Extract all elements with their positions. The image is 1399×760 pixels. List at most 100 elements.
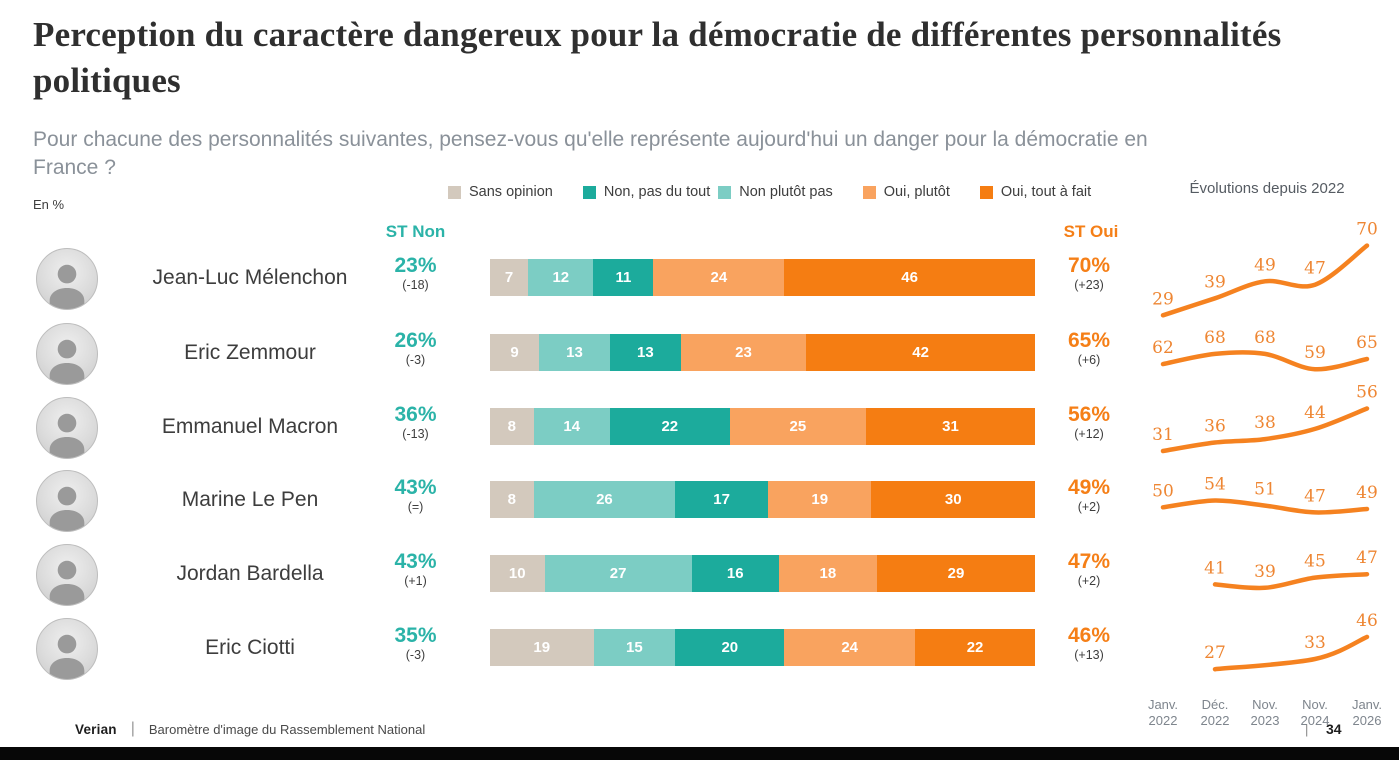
stacked-bar: 10 27 16 18 29: [490, 555, 1035, 592]
bar-segment-label: 46: [901, 269, 918, 286]
bar-segment-non_pas_du_tout: 13: [609, 334, 681, 371]
st-non-block: 26% (-3): [368, 329, 463, 368]
bar-segment-non_pas_du_tout: 22: [609, 408, 730, 445]
person-row: Jordan Bardella 43% (+1) 10 27 16 18 29 47% (+2) 4…: [0, 541, 1399, 615]
stacked-bar: 8 26 17 19 30: [490, 481, 1035, 518]
st-non-delta: (-3): [405, 353, 426, 367]
st-non-delta: (-13): [402, 427, 429, 441]
trend-point-label: 39: [1204, 272, 1226, 292]
trend-point-label: 47: [1304, 486, 1326, 506]
legend: Sans opinion Non, pas du tout Non plutôt p…: [448, 184, 1121, 200]
st-oui-delta: (+6): [1077, 353, 1101, 367]
avatar: [36, 618, 98, 680]
st-non-value: 23%: [394, 254, 437, 277]
st-non-delta: (-3): [405, 648, 426, 662]
trend-line-path: [1160, 350, 1370, 372]
person-name: Jordan Bardella: [176, 562, 324, 585]
person-silhouette-icon: [49, 634, 85, 679]
bar-segment-sans_opinion: 9: [490, 334, 540, 371]
footer: Verian | Baromètre d'image du Rassemblem…: [75, 720, 425, 738]
footer-source: Baromètre d'image du Rassemblement Natio…: [148, 721, 426, 737]
trend-sparkline: 31 36 38 44 56: [1152, 383, 1378, 454]
stacked-bar: 8 14 22 25 31: [490, 408, 1035, 445]
trend-point-label: 46: [1356, 611, 1378, 631]
trend-point-label: 31: [1152, 425, 1174, 445]
person-row: Eric Ciotti 35% (-3) 19 15 20 24 22 46% (+13) 27 33…: [0, 611, 1399, 689]
bar-segment-label: 12: [552, 269, 570, 286]
trend-point-label: 49: [1356, 483, 1378, 503]
trend-point-label: 29: [1152, 289, 1174, 309]
trend-point-label: 70: [1356, 220, 1378, 240]
legend-label: Oui, plutôt: [883, 184, 950, 200]
st-oui-value: 70%: [1067, 254, 1111, 277]
trend-sparkline: 41 39 45 47: [1204, 548, 1378, 591]
bar-segment-non_pas_du_tout: 16: [691, 555, 779, 592]
st-oui-value: 47%: [1067, 550, 1111, 573]
bar-segment-label: 26: [596, 491, 613, 508]
trend-date-label: Janv. 2026: [1351, 697, 1383, 729]
st-non-delta: (-18): [402, 278, 429, 292]
trend-point-label: 51: [1254, 480, 1276, 500]
trend-point-label: 68: [1254, 328, 1276, 348]
trend-point-label: 54: [1204, 475, 1226, 495]
bar-segment-non_pas_du_tout: 20: [675, 629, 785, 666]
st-non-block: 36% (-13): [368, 403, 463, 442]
bar-segment-label: 8: [507, 418, 516, 435]
bar-segment-oui_tout_a_fait: 31: [866, 408, 1035, 445]
bar-segment-label: 19: [811, 491, 829, 508]
st-non-value: 35%: [394, 624, 437, 647]
legend-swatch-icon: [448, 185, 461, 199]
bar-segment-label: 11: [615, 269, 632, 286]
st-non-value: 26%: [394, 329, 437, 352]
bar-segment-non_plutot_pas: 14: [533, 408, 610, 445]
bar-segment-label: 24: [841, 639, 859, 656]
bar-segment-oui_tout_a_fait: 42: [806, 334, 1036, 371]
st-oui-value: 65%: [1067, 329, 1111, 352]
trend-sparkline: 27 33 46: [1204, 611, 1378, 672]
trend-point-label: 47: [1304, 259, 1326, 279]
bar-segment-sans_opinion: 8: [490, 408, 534, 445]
person-name: Eric Ciotti: [205, 636, 295, 659]
st-non-block: 43% (=): [368, 476, 463, 515]
trend-point-label: 56: [1356, 383, 1378, 403]
legend-swatch-icon: [979, 185, 993, 199]
trend-point-label: 47: [1356, 548, 1378, 568]
bar-segment-label: 17: [713, 491, 730, 508]
person-silhouette-icon: [49, 413, 85, 458]
person-row: Emmanuel Macron 36% (-13) 8 14 22 25 31 56% (+12)…: [0, 383, 1399, 468]
avatar: [36, 544, 98, 606]
legend-swatch-icon: [862, 185, 876, 199]
legend-label: Oui, tout à fait: [1000, 184, 1092, 200]
trend-sparkline: 62 68 68 59 65: [1152, 328, 1378, 372]
bar-segment-non_plutot_pas: 13: [539, 334, 610, 371]
bar-segment-label: 13: [566, 344, 583, 361]
page-subtitle: Pour chacune des personnalités suivantes…: [33, 128, 1148, 180]
trend-date-label: Nov. 2023: [1250, 697, 1280, 729]
bar-segment-sans_opinion: 7: [490, 259, 529, 296]
legend-label: Non plutôt pas: [739, 184, 833, 200]
bar-segment-non_pas_du_tout: 11: [593, 259, 654, 296]
bar-segment-label: 8: [507, 491, 516, 508]
footer-brand: Verian: [75, 721, 117, 737]
st-oui-block: 65% (+6): [1044, 329, 1134, 368]
trend-point-label: 36: [1204, 417, 1226, 437]
legend-label: Sans opinion: [469, 184, 553, 200]
bar-segment-label: 27: [609, 565, 627, 582]
trend-point-label: 38: [1254, 413, 1276, 433]
st-oui-delta: (+2): [1077, 574, 1101, 588]
st-oui-delta: (+23): [1074, 278, 1104, 292]
avatar: [36, 248, 98, 310]
bar-segment-label: 10: [508, 565, 526, 582]
st-oui-delta: (+12): [1074, 427, 1104, 441]
person-name: Emmanuel Macron: [161, 415, 339, 438]
legend-label: Non, pas du tout: [603, 184, 711, 200]
legend-swatch-icon: [582, 185, 596, 199]
trend-point-label: 59: [1304, 343, 1326, 363]
trend-date-axis: Janv. 2022 Déc. 2022 Nov. 2023 Nov. 2024 Janv. 20…: [0, 697, 1399, 737]
bar-segment-oui_tout_a_fait: 46: [784, 259, 1035, 296]
st-non-block: 35% (-3): [368, 624, 463, 663]
bar-segment-non_pas_du_tout: 17: [675, 481, 768, 518]
trend-point-label: 27: [1204, 643, 1226, 663]
trend-point-label: 49: [1254, 255, 1276, 275]
